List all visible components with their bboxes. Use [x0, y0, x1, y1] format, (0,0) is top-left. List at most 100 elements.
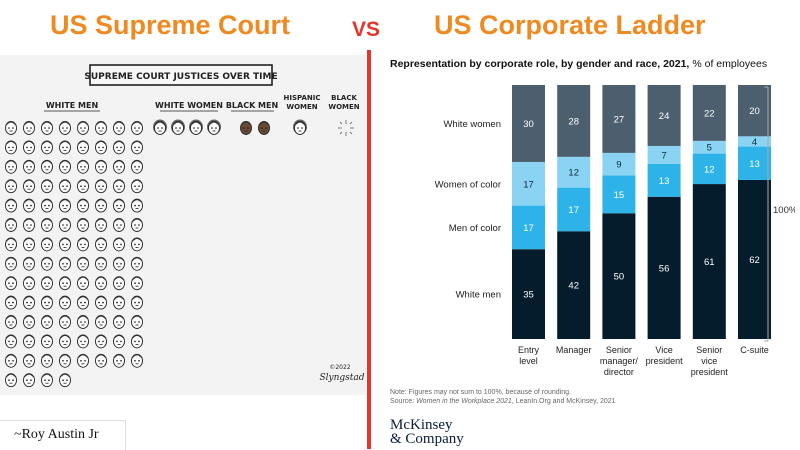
justice-face-icon — [171, 119, 185, 135]
justice-face-icon — [113, 353, 125, 368]
bar-segment — [738, 85, 771, 137]
bar-segment — [512, 249, 545, 339]
justice-face-icon — [131, 256, 143, 271]
justice-face-icon — [41, 295, 53, 310]
bar-value-label: 56 — [659, 263, 670, 274]
bar-value-label: 13 — [659, 176, 670, 187]
group-label-white-women: WHITE WOMEN — [155, 101, 223, 110]
justice-face-icon — [95, 159, 107, 174]
justice-face-icon — [95, 295, 107, 310]
bar-value-label: 17 — [568, 205, 579, 216]
divider-line — [367, 50, 371, 449]
justice-face-icon — [23, 159, 35, 174]
justice-face-icon — [59, 334, 71, 349]
bar-segment — [557, 187, 591, 232]
justice-face-icon — [41, 276, 53, 291]
justice-face-icon — [95, 237, 107, 252]
justice-face-icon — [5, 276, 17, 291]
justice-face-icon — [23, 334, 35, 349]
bars-group — [512, 85, 771, 339]
mckinsey-logo-line1: McKinsey — [390, 417, 453, 433]
bar-segment — [602, 213, 636, 339]
group-label-hispanic-women: HISPANIC WOMEN — [283, 94, 320, 111]
justice-face-icon — [113, 276, 125, 291]
right-title: US Corporate Ladder — [434, 10, 706, 40]
justice-face-icon — [95, 276, 107, 291]
justice-face-icon — [77, 353, 89, 368]
justice-faces — [5, 119, 307, 388]
justice-face-icon — [23, 218, 35, 232]
bar-segment — [738, 146, 771, 180]
justice-face-icon — [113, 218, 125, 232]
justice-face-icon — [77, 179, 89, 194]
bar-segment — [738, 136, 771, 147]
justice-face-icon — [113, 179, 125, 194]
bar-value-label: 17 — [523, 223, 534, 234]
justice-face-icon — [113, 295, 125, 310]
justice-face-icon — [41, 237, 53, 252]
justice-face-icon — [59, 237, 71, 252]
segment-labels-group: 35 17 17 30 42 17 12 28 50 15 9 27 56 13 7 24 61 12 5 22 62 1… — [523, 106, 760, 300]
justice-face-icon — [41, 140, 53, 155]
justice-face-icon — [113, 159, 125, 174]
credit-box: ~Roy Austin Jr — [0, 420, 126, 450]
bar-value-label: 28 — [568, 116, 579, 127]
justice-face-icon — [59, 179, 71, 194]
justice-face-icon — [113, 256, 125, 271]
justice-face-icon — [131, 218, 143, 232]
justice-face-icon — [41, 159, 53, 174]
justice-face-icon — [113, 334, 125, 349]
justice-face-icon — [59, 276, 71, 291]
justice-face-icon — [59, 198, 71, 213]
justice-face-icon — [5, 373, 17, 388]
bar-segment — [692, 140, 726, 154]
justice-face-icon — [41, 121, 53, 135]
justice-face-icon — [23, 237, 35, 252]
bar-segment — [738, 179, 771, 339]
series-label: Women of color — [435, 179, 501, 190]
credit-text: ~Roy Austin Jr — [14, 427, 99, 442]
justice-face-icon — [41, 198, 53, 213]
justice-face-icon — [95, 140, 107, 155]
chart-unit-note: % of employees — [692, 58, 767, 70]
category-label: Manager — [556, 345, 592, 355]
group-label-black-women: BLACK WOMEN — [328, 94, 359, 111]
bar-value-label: 17 — [523, 179, 534, 190]
justice-face-icon — [59, 218, 71, 232]
justice-face-icon — [77, 159, 89, 174]
justice-face-icon — [131, 198, 143, 213]
justice-face-icon — [258, 121, 270, 135]
justice-face-icon — [131, 334, 143, 349]
bar-segment — [647, 145, 681, 164]
justice-face-icon — [131, 237, 143, 252]
justice-face-icon — [77, 237, 89, 252]
mckinsey-logo: McKinsey & Company — [390, 417, 464, 447]
bar-value-label: 50 — [614, 272, 625, 283]
justice-face-icon — [77, 218, 89, 232]
justice-face-icon — [5, 315, 17, 329]
bar-segment — [647, 85, 681, 146]
justice-face-icon — [5, 237, 17, 252]
bar-segment — [692, 153, 726, 185]
bar-value-label: 30 — [523, 119, 534, 130]
justice-face-icon — [131, 140, 143, 155]
justice-face-icon — [23, 373, 35, 388]
category-label: Senior manager/director — [600, 345, 639, 377]
bar-value-label: 5 — [707, 143, 712, 154]
justice-face-icon — [23, 276, 35, 291]
bar-segment — [512, 85, 545, 162]
bar-value-label: 12 — [568, 168, 579, 179]
justice-face-icon — [113, 315, 125, 329]
justice-face-icon — [95, 315, 107, 329]
justice-face-icon — [23, 179, 35, 194]
bar-segment — [557, 85, 591, 157]
justice-face-icon — [41, 334, 53, 349]
justice-face-icon — [77, 295, 89, 310]
justice-face-icon — [59, 256, 71, 271]
justice-face-icon — [77, 140, 89, 155]
bar-value-label: 22 — [704, 108, 715, 119]
justice-face-icon — [131, 159, 143, 174]
justice-face-icon — [240, 121, 252, 135]
bar-value-label: 7 — [661, 150, 666, 161]
bar-value-label: 20 — [749, 106, 760, 117]
